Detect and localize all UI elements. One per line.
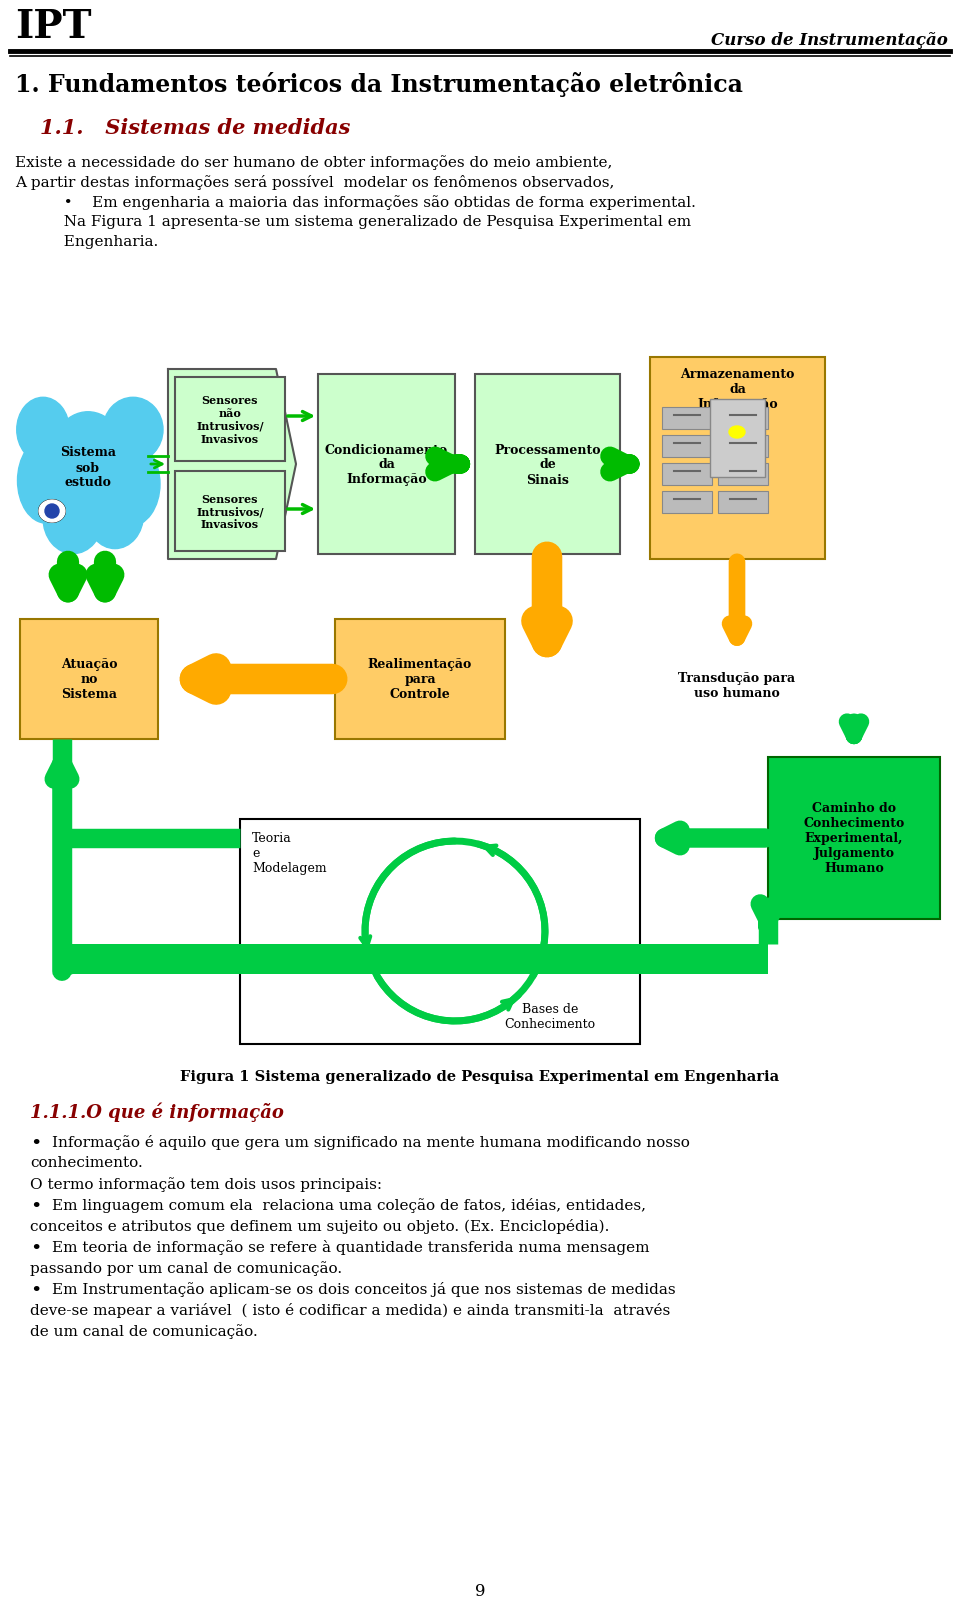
FancyBboxPatch shape [718, 464, 768, 485]
FancyBboxPatch shape [662, 464, 712, 485]
Text: deve-se mapear a variável  ( isto é codificar a medida) e ainda transmiti-la  at: deve-se mapear a variável ( isto é codif… [30, 1302, 670, 1318]
Text: •: • [30, 1134, 41, 1152]
FancyBboxPatch shape [20, 620, 158, 740]
Text: Sensores
Intrusivos/
Invasivos: Sensores Intrusivos/ Invasivos [196, 493, 264, 531]
Text: 1.1.   Sistemas de medidas: 1.1. Sistemas de medidas [40, 118, 350, 138]
Text: Informação é aquilo que gera um significado na mente humana modificando nosso: Informação é aquilo que gera um signific… [52, 1134, 690, 1149]
Ellipse shape [43, 484, 103, 555]
Text: O termo informação tem dois usos principais:: O termo informação tem dois usos princip… [30, 1177, 382, 1191]
Text: Caminho do
Conhecimento
Experimental,
Julgamento
Humano: Caminho do Conhecimento Experimental, Ju… [804, 802, 904, 875]
Ellipse shape [45, 505, 59, 519]
Text: Em teoria de informação se refere à quantidade transferida numa mensagem: Em teoria de informação se refere à quan… [52, 1240, 650, 1255]
Text: Figura 1 Sistema generalizado de Pesquisa Experimental em Engenharia: Figura 1 Sistema generalizado de Pesquis… [180, 1070, 780, 1083]
Text: IPT: IPT [15, 8, 91, 45]
FancyBboxPatch shape [718, 407, 768, 430]
Text: Sensores
não
Intrusivos/
Invasivos: Sensores não Intrusivos/ Invasivos [196, 394, 264, 445]
FancyBboxPatch shape [475, 375, 620, 555]
Text: Condicionamento
da
Informação: Condicionamento da Informação [324, 443, 448, 487]
Text: 9: 9 [475, 1582, 485, 1599]
Text: •: • [30, 1240, 41, 1258]
Polygon shape [168, 370, 296, 560]
FancyBboxPatch shape [650, 357, 825, 560]
FancyBboxPatch shape [318, 375, 455, 555]
Text: Engenharia.: Engenharia. [15, 235, 158, 248]
FancyBboxPatch shape [718, 435, 768, 458]
FancyBboxPatch shape [662, 407, 712, 430]
Text: Bases de
Conhecimento: Bases de Conhecimento [504, 1003, 595, 1031]
FancyBboxPatch shape [335, 620, 505, 740]
Text: conhecimento.: conhecimento. [30, 1156, 143, 1169]
Text: Processamento
de
Sinais: Processamento de Sinais [494, 443, 601, 487]
Text: •: • [30, 1281, 41, 1298]
Text: A partir destas informações será possível  modelar os fenômenos observados,: A partir destas informações será possíve… [15, 175, 614, 190]
Text: Sistema
sob
estudo: Sistema sob estudo [60, 446, 116, 489]
Text: Na Figura 1 apresenta-se um sistema generalizado de Pesquisa Experimental em: Na Figura 1 apresenta-se um sistema gene… [15, 214, 691, 229]
FancyBboxPatch shape [662, 435, 712, 458]
Ellipse shape [100, 441, 160, 527]
Text: Curso de Instrumentação: Curso de Instrumentação [711, 32, 948, 49]
Text: 1.1.1.O que é informação: 1.1.1.O que é informação [30, 1102, 284, 1121]
Text: Em Instrumentação aplicam-se os dois conceitos já que nos sistemas de medidas: Em Instrumentação aplicam-se os dois con… [52, 1281, 676, 1297]
Text: •: • [30, 1198, 41, 1216]
FancyBboxPatch shape [718, 492, 768, 514]
Ellipse shape [86, 482, 143, 549]
Text: conceitos e atributos que definem um sujeito ou objeto. (Ex. Enciclopédia).: conceitos e atributos que definem um suj… [30, 1219, 610, 1233]
FancyBboxPatch shape [768, 758, 940, 920]
Text: 1. Fundamentos teóricos da Instrumentação eletrônica: 1. Fundamentos teóricos da Instrumentaçã… [15, 71, 743, 97]
Text: Atuação
no
Sistema: Atuação no Sistema [60, 657, 117, 701]
FancyBboxPatch shape [175, 378, 285, 461]
Ellipse shape [17, 438, 75, 524]
Ellipse shape [103, 398, 163, 463]
Text: •    Em engenharia a maioria das informações são obtidas de forma experimental.: • Em engenharia a maioria das informaçõe… [15, 195, 696, 209]
FancyBboxPatch shape [662, 492, 712, 514]
Text: Em linguagem comum ela  relaciona uma coleção de fatos, idéias, entidades,: Em linguagem comum ela relaciona uma col… [52, 1198, 646, 1212]
Ellipse shape [47, 412, 130, 523]
Text: Transdução para
uso humano: Transdução para uso humano [679, 672, 796, 700]
FancyBboxPatch shape [240, 820, 640, 1044]
Ellipse shape [729, 427, 745, 438]
Text: Teoria
e
Modelagem: Teoria e Modelagem [252, 831, 326, 875]
FancyBboxPatch shape [55, 945, 768, 974]
FancyBboxPatch shape [175, 472, 285, 552]
Ellipse shape [39, 500, 65, 523]
Text: passando por um canal de comunicação.: passando por um canal de comunicação. [30, 1259, 342, 1276]
FancyBboxPatch shape [710, 399, 765, 477]
Text: Armazenamento
da
Informação: Armazenamento da Informação [681, 368, 795, 411]
Text: Realimentação
para
Controle: Realimentação para Controle [368, 657, 472, 701]
Text: Existe a necessidade do ser humano de obter informações do meio ambiente,: Existe a necessidade do ser humano de ob… [15, 154, 612, 170]
Text: de um canal de comunicação.: de um canal de comunicação. [30, 1323, 257, 1337]
Ellipse shape [16, 398, 69, 463]
